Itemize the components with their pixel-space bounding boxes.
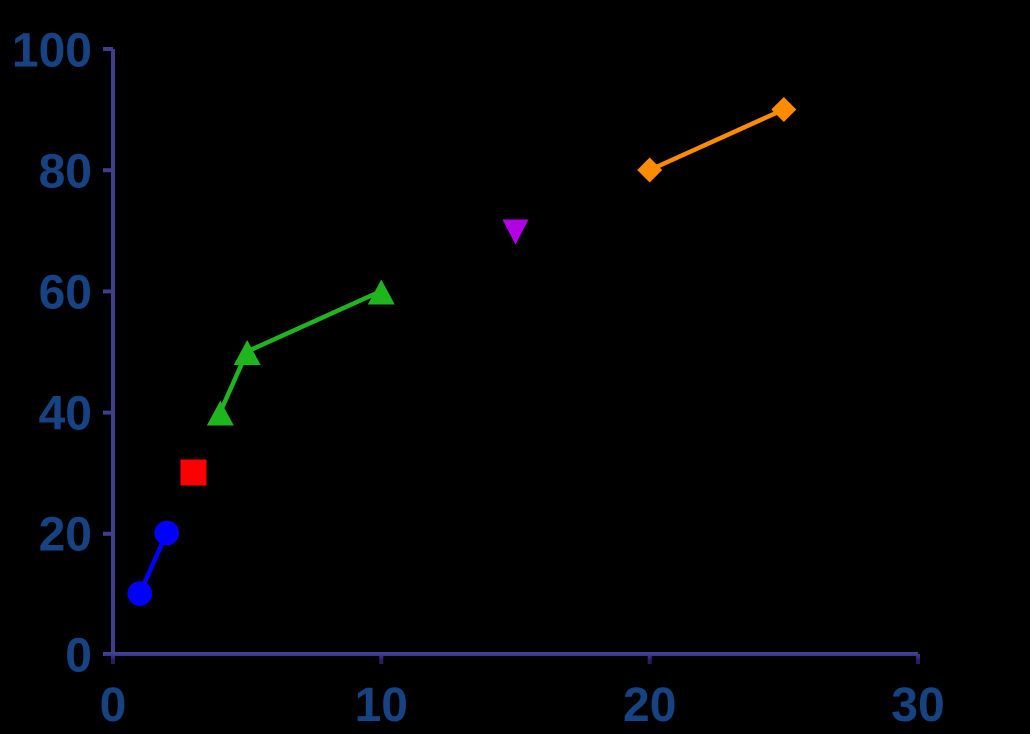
svg-text:20: 20	[623, 679, 676, 732]
svg-text:10: 10	[355, 679, 408, 732]
svg-text:20: 20	[39, 509, 92, 562]
svg-text:40: 40	[39, 388, 92, 441]
svg-text:60: 60	[39, 267, 92, 320]
svg-text:100: 100	[12, 25, 92, 78]
svg-text:30: 30	[891, 679, 944, 732]
svg-text:0: 0	[100, 679, 127, 732]
svg-text:80: 80	[39, 146, 92, 199]
svg-text:0: 0	[65, 630, 92, 683]
